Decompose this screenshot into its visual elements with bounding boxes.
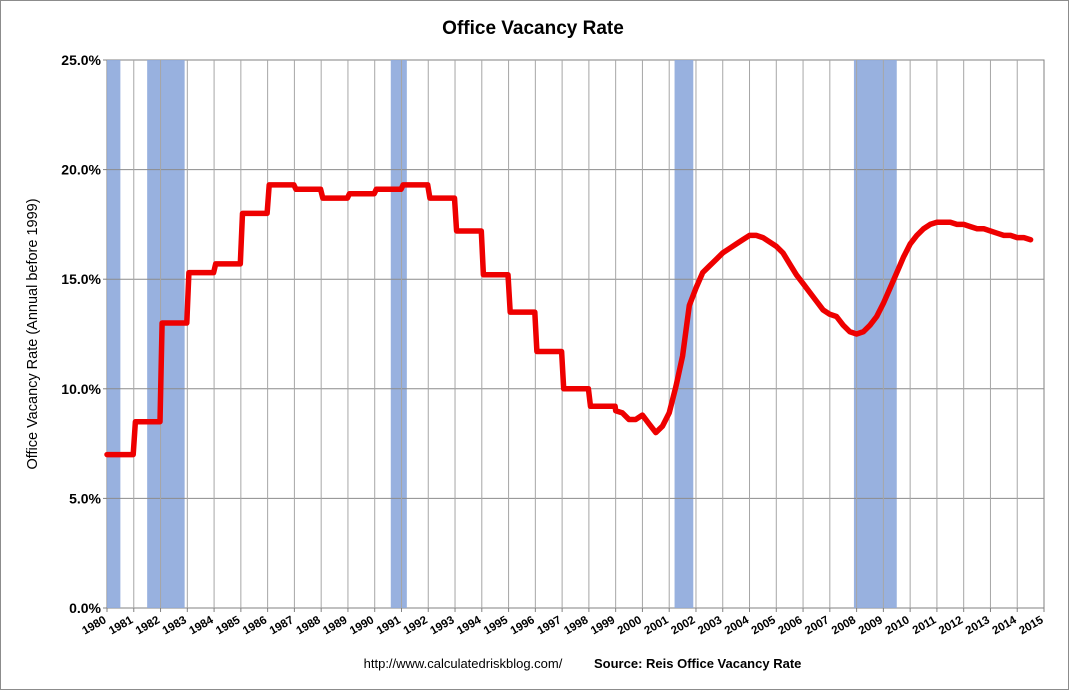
- x-tick-label: 1999: [589, 614, 617, 637]
- plot-area: [106, 59, 1045, 609]
- source-url[interactable]: http://www.calculatedriskblog.com/: [364, 656, 563, 671]
- x-tick-label: 2005: [750, 614, 779, 637]
- x-tick-label: 2007: [803, 614, 831, 637]
- x-tick-label: 2008: [830, 614, 859, 637]
- x-tick-label: 1983: [161, 614, 189, 637]
- y-axis-ticks: 0.0% 5.0% 10.0% 15.0% 20.0% 25.0%: [61, 52, 107, 616]
- x-tick-label: 1992: [402, 614, 430, 637]
- x-tick-label: 1994: [455, 614, 484, 637]
- x-tick-label: 1988: [295, 614, 324, 637]
- y-tick-label: 15.0%: [61, 271, 101, 287]
- x-tick-label: 2000: [616, 614, 644, 637]
- x-tick-label: 1995: [482, 614, 511, 637]
- x-tick-label: 2012: [937, 614, 965, 637]
- x-tick-label: 2009: [857, 614, 885, 637]
- x-tick-label: 1982: [134, 614, 162, 637]
- series-layer: [104, 182, 1034, 458]
- x-tick-label: 1981: [107, 614, 136, 637]
- x-tick-label: 2010: [883, 614, 911, 637]
- vacancy-rate-line: [104, 182, 1034, 458]
- x-tick-label: 1997: [535, 614, 563, 637]
- x-tick-label: 1998: [562, 614, 591, 637]
- x-tick-label: 2011: [911, 614, 939, 637]
- y-tick-label: 5.0%: [69, 490, 101, 506]
- x-tick-label: 2015: [1017, 614, 1046, 637]
- y-tick-label: 0.0%: [69, 600, 101, 616]
- x-tick-label: 1980: [80, 614, 108, 637]
- x-tick-label: 1993: [428, 614, 456, 637]
- y-tick-label: 20.0%: [61, 162, 101, 178]
- x-tick-label: 2001: [643, 614, 672, 637]
- chart-title: Office Vacancy Rate: [442, 18, 624, 39]
- x-tick-label: 2006: [776, 614, 804, 637]
- recession-band: [107, 60, 121, 608]
- y-tick-label: 10.0%: [61, 381, 101, 397]
- x-tick-label: 2003: [696, 614, 724, 637]
- source-note: Source: Reis Office Vacancy Rate: [594, 656, 801, 671]
- x-tick-label: 1984: [187, 614, 216, 637]
- x-tick-label: 1996: [509, 614, 537, 637]
- x-tick-label: 2014: [991, 614, 1020, 637]
- x-tick-label: 1985: [214, 614, 243, 637]
- recession-band: [147, 60, 185, 608]
- x-tick-label: 2013: [964, 614, 992, 637]
- x-tick-label: 1991: [375, 614, 404, 637]
- recession-band: [390, 60, 407, 608]
- x-tick-label: 1989: [321, 614, 349, 637]
- x-tick-label: 2002: [669, 614, 697, 637]
- x-tick-label: 1990: [348, 614, 376, 637]
- x-tick-label: 1986: [241, 614, 269, 637]
- x-axis-ticks: 1980198119821983198419851986198719881989…: [80, 608, 1046, 637]
- x-tick-label: 1987: [268, 614, 296, 637]
- x-tick-label: 2004: [723, 614, 752, 637]
- y-axis-label: Office Vacancy Rate (Annual before 1999): [25, 198, 41, 469]
- y-tick-label: 25.0%: [61, 52, 101, 68]
